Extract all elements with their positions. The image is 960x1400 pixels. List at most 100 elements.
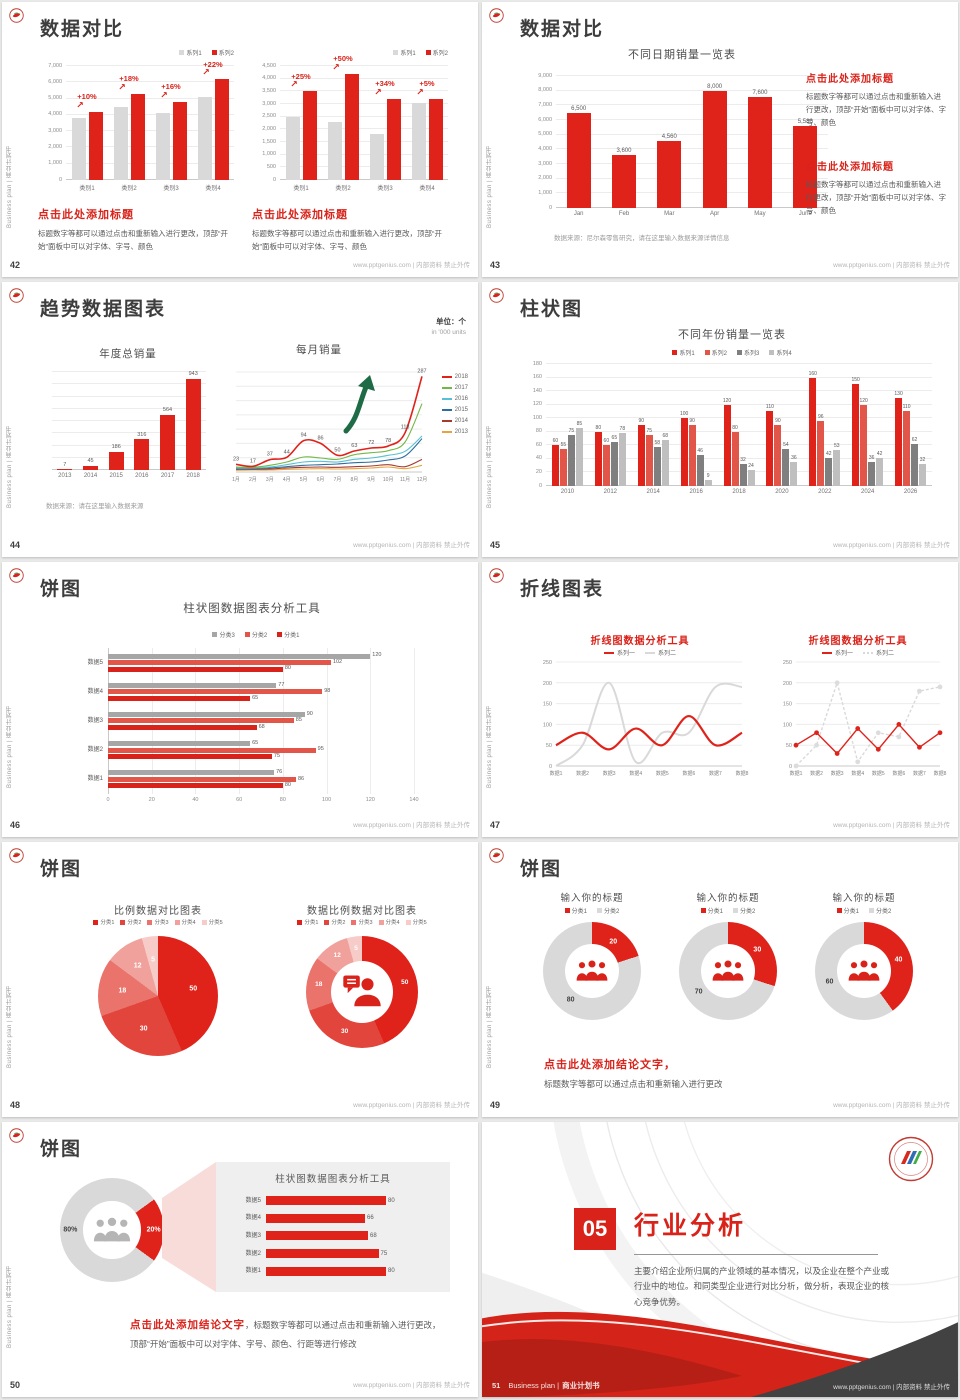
page-number: 44 <box>10 540 21 550</box>
data-label: 54 <box>783 442 789 449</box>
cell-47: 折线图表 Business plan | 商业计划书 折线图数据分析工具 系列一… <box>480 560 960 840</box>
bar-slot: 6,500 <box>566 76 591 208</box>
bar-group: 类别2 +18% ↗ <box>108 66 150 192</box>
logo-badge-icon <box>9 848 24 863</box>
cell-50: 饼图 Business plan | 商业计划书 20% 80% 柱状图数据图表分… <box>0 1120 480 1400</box>
monthly-sales-line-chart: 2018 2017 2016 2015 2014 2013 1月 2月 3月 4月 5月 6月 7月 8月… <box>232 360 468 488</box>
vertical-sidebar-label: Business plan | 商业计划书 <box>7 985 13 1068</box>
smooth-line-chart: 系列一 系列二 0 50 100 150 200 250 数据1 数据2 数据3 数据4 数据5 数据6 数… <box>532 646 749 782</box>
watermark: www.pptgenius.com | 内部资料 禁止外传 <box>833 262 950 269</box>
category-label: 数据4 <box>245 1215 261 1222</box>
svg-text:250: 250 <box>543 660 552 666</box>
block-body: 标题数字等都可以通过点击和重新输入进行更改，顶部“开始”面板中可以对字体、字号、… <box>38 229 228 252</box>
bar-slot: 943 <box>185 371 201 470</box>
bar-line: 85 <box>108 718 414 724</box>
bar-group: 316 2016 <box>129 372 155 479</box>
grouped-bar-chart-years: 系列1 系列2 系列3 系列4 0 20 40 60 80 100 120 140 160 180 60 55… <box>526 342 938 500</box>
up-trend-arrow-icon <box>343 375 375 434</box>
data-label: 6,500 <box>571 105 587 112</box>
bar-group: 100 90 46 9 2016 <box>675 364 718 495</box>
bar-row: 数据5 80 <box>246 1196 416 1206</box>
gridline <box>414 648 415 794</box>
bar <box>88 111 103 180</box>
svg-text:数据4: 数据4 <box>629 770 642 777</box>
bar-group: 类别3 +34% ↗ <box>364 66 406 192</box>
svg-text:250: 250 <box>783 660 792 666</box>
logo-badge-icon <box>9 8 24 23</box>
bar-slot: 316 <box>134 372 150 470</box>
data-label: 75 <box>646 428 652 435</box>
people-icon <box>576 960 608 982</box>
logo-badge-icon <box>489 848 504 863</box>
category-label: 2016 <box>135 473 149 479</box>
bar-slot <box>327 66 342 180</box>
bar <box>108 724 257 730</box>
bar <box>108 711 305 717</box>
person-icon <box>343 975 381 1007</box>
cell-45: 柱状图 Business plan | 商业计划书 不同年份销量一览表 系列1 系… <box>480 280 960 560</box>
gridline <box>556 133 828 135</box>
vertical-sidebar-label: Business plan | 商业计划书 <box>487 985 493 1068</box>
bar <box>108 653 371 659</box>
donut-chart-20: 分类1 分类2 20 80 <box>522 904 662 1046</box>
percent-annotation: +10% ↗ <box>66 93 108 110</box>
bar <box>731 431 739 486</box>
bar <box>911 443 919 486</box>
donut-chart-30: 分类1 分类2 30 70 <box>658 904 798 1046</box>
bar-slot: 150 <box>851 364 860 486</box>
category-label: 数据2 <box>87 747 103 754</box>
pie: 20 80 <box>543 922 641 1020</box>
watermark: www.pptgenius.com | 内部资料 禁止外传 <box>833 1102 950 1109</box>
bar-slot <box>214 66 229 180</box>
slice-label: 40 <box>894 956 903 964</box>
slide-title: 折线图表 <box>520 579 605 600</box>
footer-label: Business plan | <box>508 1381 560 1390</box>
page-number: 46 <box>10 820 21 830</box>
bar-slot <box>113 66 128 180</box>
slide-title: 饼图 <box>40 1139 83 1160</box>
bar <box>369 134 384 180</box>
data-label: 32 <box>919 457 926 464</box>
bar-group: 60 55 75 85 2010 <box>546 364 589 495</box>
data-label: 60 <box>552 438 559 445</box>
svg-text:数据6: 数据6 <box>892 770 905 777</box>
bar <box>594 431 602 486</box>
data-label: 76 <box>276 769 283 776</box>
axis-tick-label: 3,000 <box>538 160 552 167</box>
axis-tick-label: 2,000 <box>48 143 62 150</box>
gridline <box>546 363 932 364</box>
percent-annotation: +5% ↗ <box>406 80 448 97</box>
page-number: 42 <box>10 260 21 270</box>
data-label: 150 <box>851 377 860 384</box>
bar <box>637 425 645 486</box>
axis-tick-label: 20 <box>535 468 542 475</box>
bar <box>134 439 150 470</box>
svg-text:50: 50 <box>334 447 340 453</box>
gridline <box>66 146 234 148</box>
data-label: 120 <box>372 652 382 659</box>
legend-item: 分类5 <box>201 918 223 926</box>
conclusion-body: ，标题数字等都可以通过点击和重新输入进行更改，顶部“开始”面板中可以对字体、字号… <box>130 1320 441 1349</box>
bar-group: 类别3 +16% ↗ <box>150 66 192 192</box>
bar-group: 类别2 +50% ↗ <box>322 55 364 192</box>
block-heading: 点击此处添加标题 <box>806 162 894 173</box>
gridline <box>556 148 828 150</box>
axis-tick-label: 4,000 <box>538 145 552 152</box>
bar <box>661 439 669 486</box>
category-label: 数据1 <box>87 776 103 783</box>
people-icon <box>712 960 744 982</box>
bar-group: 90 75 58 68 2014 <box>632 364 675 495</box>
gridline <box>556 119 828 120</box>
bar <box>130 93 145 180</box>
data-label: 90 <box>638 418 644 424</box>
logo-badge-icon <box>489 288 504 303</box>
svg-text:100: 100 <box>783 722 792 728</box>
data-label: 60 <box>603 438 610 445</box>
logo-badge-icon <box>9 848 24 863</box>
section-number: 05 <box>574 1208 616 1250</box>
svg-text:11月: 11月 <box>400 477 410 483</box>
bar-group: 类别1 +25% ↗ <box>280 66 322 192</box>
bar <box>833 450 841 486</box>
svg-text:数据2: 数据2 <box>810 770 823 777</box>
slide-42: 数据对比 Business plan | 商业计划书 系列1 系列2 0 1,000 2… <box>2 2 478 277</box>
